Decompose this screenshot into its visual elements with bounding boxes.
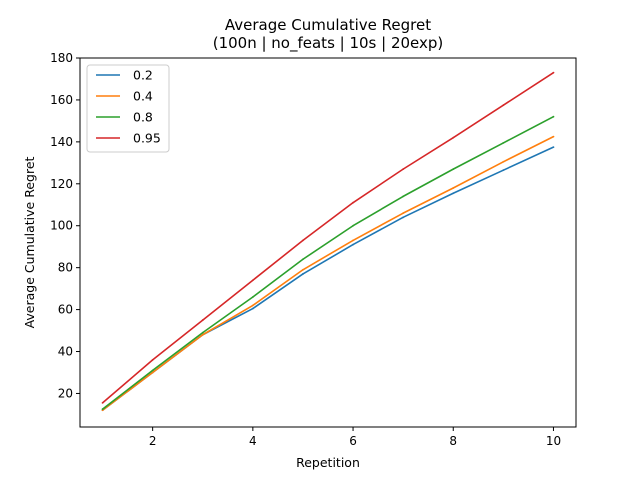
data-point	[552, 146, 555, 149]
data-point	[251, 304, 254, 307]
series-line-0.95	[102, 72, 554, 404]
data-point	[302, 268, 304, 271]
data-point	[402, 168, 405, 171]
data-point	[402, 212, 405, 215]
data-point	[302, 239, 304, 242]
data-point	[101, 401, 104, 404]
data-point	[101, 408, 104, 411]
legend-label: 0.2	[133, 68, 153, 83]
data-point	[352, 224, 354, 227]
data-point	[502, 160, 505, 163]
data-point	[201, 333, 204, 336]
series-layer	[101, 71, 555, 412]
data-point	[352, 239, 354, 242]
chart-subtitle: (100n | no_feats | 10s | 20exp)	[213, 34, 444, 53]
data-point	[552, 115, 555, 118]
data-point	[302, 273, 304, 275]
data-point	[452, 192, 455, 195]
legend-label: 0.4	[133, 89, 153, 104]
y-tick-label: 40	[58, 345, 73, 359]
data-point	[452, 136, 455, 139]
y-tick-label: 120	[50, 177, 73, 191]
data-point	[402, 195, 405, 198]
data-point	[151, 369, 154, 372]
data-point	[201, 319, 204, 321]
x-tick-label: 4	[249, 434, 257, 448]
data-point	[352, 243, 354, 246]
legend-label: 0.8	[133, 110, 153, 125]
y-axis-ticks: 20 40 60 80 100 120 140 160 180	[50, 51, 80, 400]
data-point	[502, 104, 505, 107]
plot-frame	[79, 57, 577, 428]
x-axis-ticks: 2 4 6 8 10	[149, 427, 561, 448]
x-tick-label: 10	[546, 434, 561, 448]
legend-label: 0.95	[133, 131, 161, 146]
legend: 0.2 0.4 0.8 0.95	[86, 64, 170, 153]
data-point	[151, 359, 154, 361]
data-point	[452, 168, 455, 171]
data-point	[151, 371, 154, 374]
x-axis-label: Repetition	[296, 455, 360, 470]
y-tick-label: 80	[58, 261, 73, 275]
x-tick-label: 8	[449, 434, 457, 448]
data-point	[552, 135, 555, 138]
x-tick-label: 6	[349, 434, 357, 448]
y-tick-label: 180	[50, 51, 73, 65]
data-point	[502, 169, 505, 172]
data-point	[402, 216, 405, 219]
y-tick-label: 160	[50, 93, 73, 107]
series-line-0.8	[102, 115, 554, 410]
y-tick-label: 140	[50, 135, 73, 149]
data-point	[251, 296, 254, 298]
x-tick-label: 2	[149, 434, 157, 448]
data-point	[201, 331, 204, 334]
y-tick-label: 100	[50, 219, 73, 233]
data-point	[502, 142, 505, 144]
y-axis-label: Average Cumulative Regret	[22, 156, 37, 328]
data-point	[452, 187, 455, 189]
data-point	[302, 258, 304, 261]
series-line-0.4	[102, 135, 554, 411]
data-point	[352, 201, 354, 204]
y-tick-label: 60	[58, 303, 73, 317]
y-tick-label: 20	[58, 386, 73, 400]
chart-title: Average Cumulative Regret	[225, 16, 431, 34]
data-point	[251, 307, 254, 310]
data-point	[552, 71, 555, 74]
legend-frame	[86, 64, 170, 153]
data-point	[251, 279, 254, 282]
